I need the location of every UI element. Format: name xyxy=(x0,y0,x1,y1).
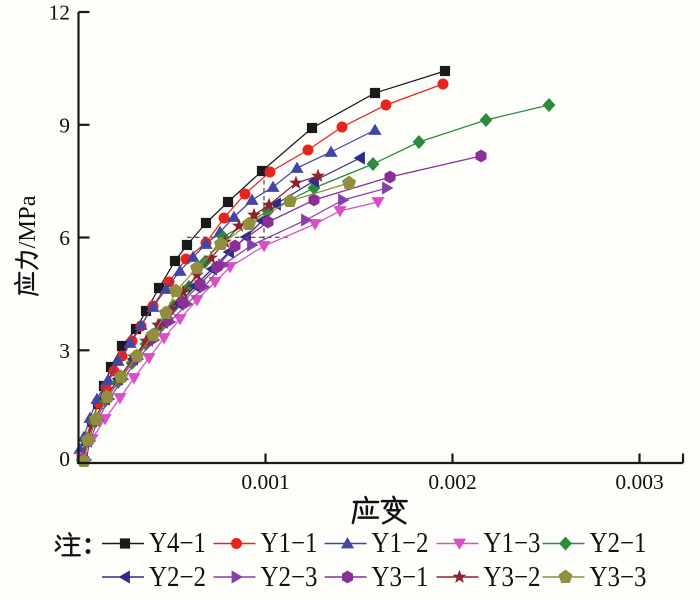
svg-text:Y1−2: Y1−2 xyxy=(372,528,429,559)
svg-text:12: 12 xyxy=(49,1,71,25)
svg-text:Y3−2: Y3−2 xyxy=(484,562,541,593)
svg-text:0.002: 0.002 xyxy=(428,470,476,494)
svg-text:/MPa: /MPa xyxy=(14,195,41,248)
svg-text:Y2−1: Y2−1 xyxy=(590,528,647,559)
svg-text:Y2−3: Y2−3 xyxy=(261,562,318,593)
svg-text:Y1−3: Y1−3 xyxy=(484,528,541,559)
svg-text:Y4−1: Y4−1 xyxy=(149,528,206,559)
svg-text:6: 6 xyxy=(59,226,70,250)
svg-text:Y3−1: Y3−1 xyxy=(372,562,429,593)
svg-text:Y1−1: Y1−1 xyxy=(261,528,318,559)
svg-text:9: 9 xyxy=(59,113,70,137)
svg-text:Y3−3: Y3−3 xyxy=(590,562,647,593)
svg-text:0.003: 0.003 xyxy=(615,470,663,494)
svg-text:0: 0 xyxy=(59,447,70,471)
svg-text:0.001: 0.001 xyxy=(241,470,289,494)
svg-text:Y2−2: Y2−2 xyxy=(149,562,206,593)
svg-text:3: 3 xyxy=(59,339,70,363)
